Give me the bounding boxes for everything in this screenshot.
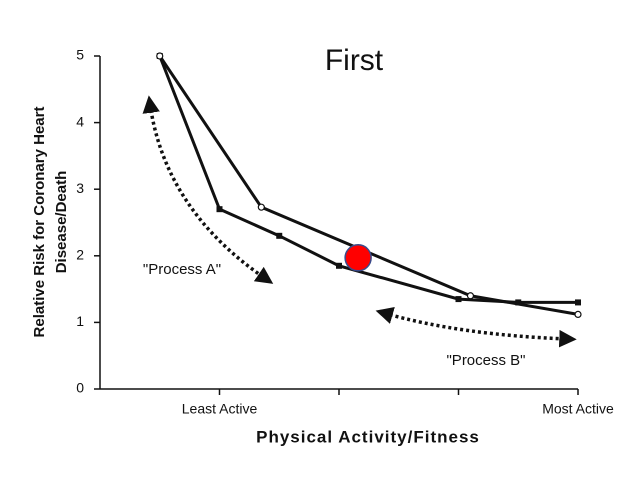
annotation: "Process A" [143,261,221,278]
y-tick-label: 2 [76,247,84,263]
y-tick-label: 5 [76,47,84,63]
point [574,310,582,319]
point [575,299,581,306]
point [156,52,164,60]
point [515,299,522,306]
y-tick-label: 0 [76,380,84,396]
y-tick-label: 1 [76,313,84,329]
x-tick-label: Most Active [542,401,614,417]
annotation: "Process B" [446,352,525,369]
point [276,232,283,239]
arrow [375,307,577,348]
x-tick-label: Least Active [182,401,258,417]
arrow [142,95,274,284]
point [455,296,462,303]
point [336,262,342,269]
y-axis-label: Disease/Death [53,171,70,274]
x-axis-label: Physical Activity/Fitness [256,427,480,446]
y-tick-label: 4 [76,113,84,129]
highlight-point [344,244,372,272]
chart-title: First [325,44,384,77]
point [466,292,475,300]
y-axis-label: Relative Risk for Coronary Heart [31,107,48,338]
point [257,203,265,211]
point [216,206,223,213]
y-tick-label: 3 [76,180,84,196]
